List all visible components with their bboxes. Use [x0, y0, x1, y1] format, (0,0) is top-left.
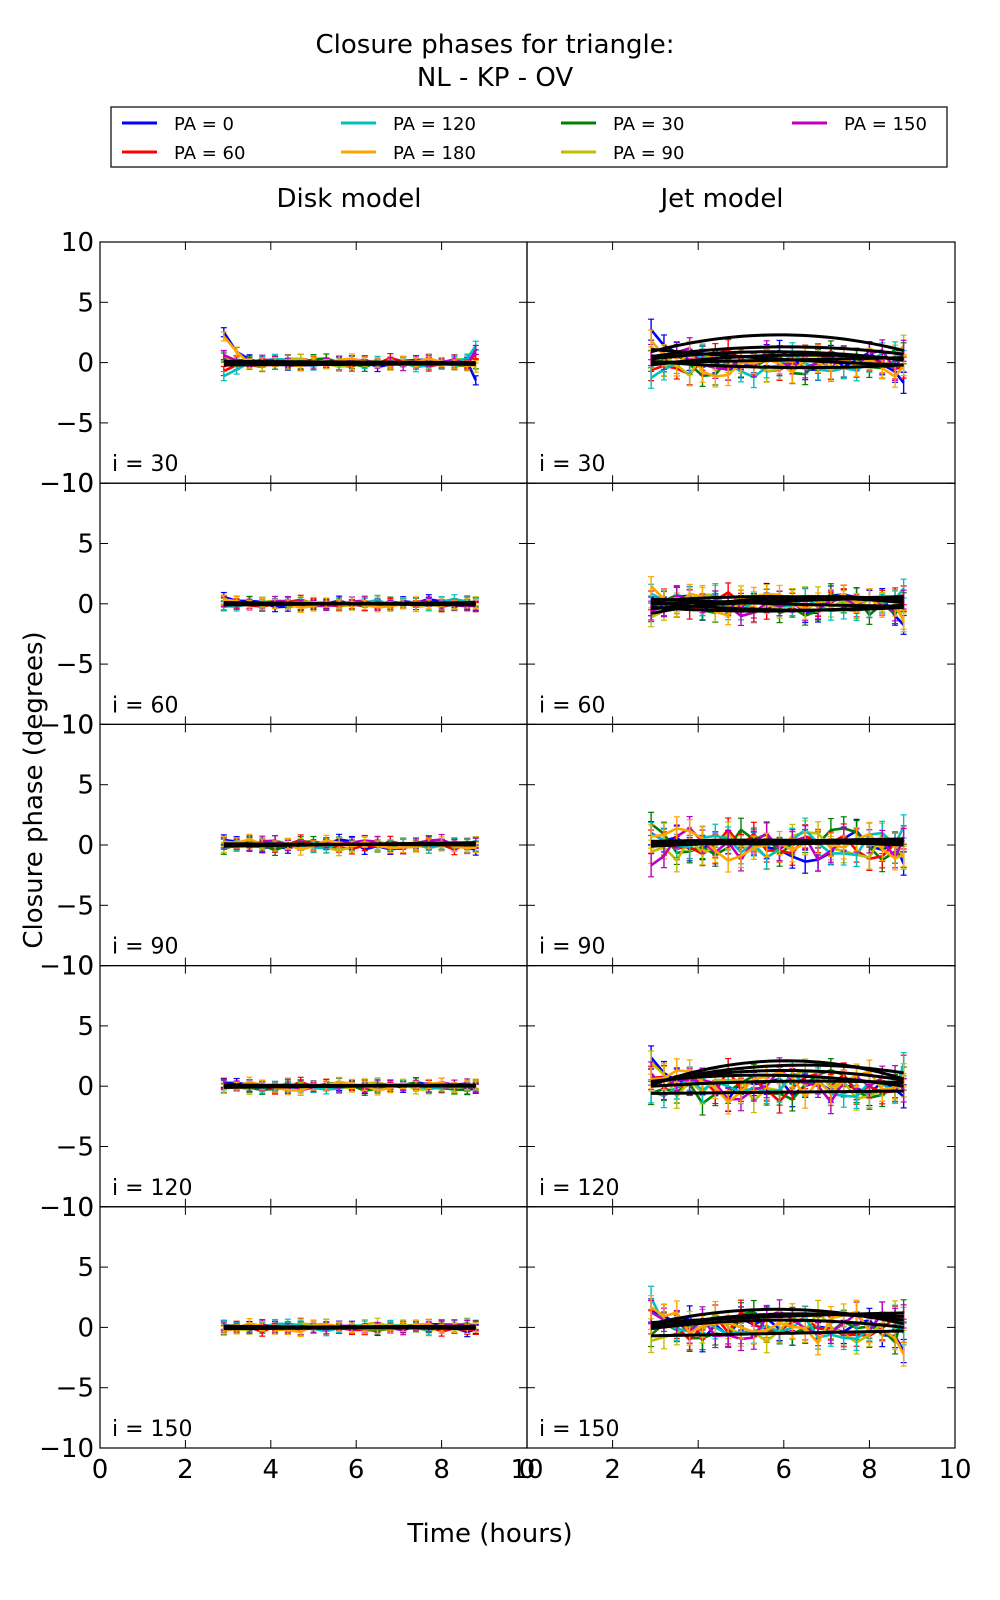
- x-tick-label: 2: [177, 1455, 194, 1485]
- legend-label: PA = 60: [174, 143, 245, 164]
- inclination-label: i = 120: [539, 1176, 620, 1201]
- model-fit-curve: [650, 333, 904, 354]
- legend: PA = 0 PA = 60 PA = 120 PA = 180 PA = 30 PA =…: [110, 106, 948, 168]
- y-tick-label: 5: [77, 530, 94, 560]
- x-tick-label: 10: [938, 1455, 971, 1485]
- panel-grid: −10 −5 0 5 10 i = 30 i = 30 −10 −5 0 5 10 i = 60 i = …: [39, 228, 971, 1485]
- column-title-disk: Disk model: [276, 184, 421, 214]
- y-tick-label: 0: [77, 349, 94, 379]
- inclination-label: i = 150: [112, 1417, 193, 1442]
- y-tick-label: 10: [61, 952, 94, 982]
- panel-jet-2: i = 60: [526, 482, 956, 726]
- y-tick-label: 5: [77, 288, 94, 318]
- model-fit-curve: [651, 356, 904, 365]
- y-tick-label: 10: [61, 1193, 94, 1223]
- model-fit-curve: [223, 1325, 476, 1331]
- panel-disk-3: −10 −5 0 5 10 i = 90: [39, 710, 528, 982]
- inclination-label: i = 60: [539, 693, 606, 718]
- inclination-label: i = 30: [539, 452, 606, 477]
- y-tick-label: −10: [39, 1193, 94, 1223]
- panel-jet-4: i = 120: [526, 964, 956, 1208]
- x-tick-label: 10: [510, 1455, 543, 1485]
- inclination-label: i = 150: [539, 1417, 620, 1442]
- legend-frame: [110, 106, 948, 168]
- y-tick-label: 5: [77, 1012, 94, 1042]
- model-fit-curve: [651, 595, 904, 605]
- panel-disk-4: −10 −5 0 5 10 i = 120: [39, 952, 528, 1223]
- model-fit-curve: [223, 841, 476, 848]
- x-tick-label: 2: [604, 1455, 621, 1485]
- panel-disk-2: −10 −5 0 5 10 i = 60: [39, 469, 528, 740]
- inclination-label: i = 90: [539, 935, 606, 960]
- figure-title: Closure phases for triangle:: [316, 30, 675, 60]
- y-tick-label: −5: [56, 1133, 94, 1163]
- y-tick-label: 0: [77, 1072, 94, 1102]
- model-fit-curve: [651, 597, 904, 608]
- inclination-label: i = 90: [112, 935, 179, 960]
- y-axis-label: Closure phase (degrees): [19, 631, 49, 948]
- model-fit-curve: [650, 1312, 904, 1329]
- y-tick-label: 5: [77, 771, 94, 801]
- legend-items: PA = 0 PA = 60 PA = 120 PA = 180 PA = 30 PA =…: [122, 114, 927, 164]
- model-fit-curve: [651, 603, 904, 613]
- x-tick-label: 6: [348, 1455, 365, 1485]
- y-tick-label: −5: [56, 1374, 94, 1404]
- x-tick-label: 6: [776, 1455, 793, 1485]
- y-tick-label: 10: [61, 469, 94, 499]
- x-tick-label: 8: [433, 1455, 450, 1485]
- legend-label: PA = 150: [844, 114, 927, 135]
- y-tick-label: −10: [39, 1434, 94, 1464]
- y-tick-label: 0: [77, 1313, 94, 1343]
- panel-jet-5: 0 2 4 6 8 10 i = 150: [519, 1206, 972, 1485]
- panel-jet-3: i = 90: [526, 723, 956, 967]
- y-tick-label: 10: [61, 710, 94, 740]
- y-tick-label: −10: [39, 710, 94, 740]
- x-tick-label: 4: [263, 1455, 280, 1485]
- panel-disk-1: −10 −5 0 5 10 i = 30: [39, 228, 528, 499]
- model-fit-curve: [223, 361, 476, 366]
- y-tick-label: −10: [39, 469, 94, 499]
- y-tick-label: 5: [77, 1253, 94, 1283]
- y-tick-label: 0: [77, 590, 94, 620]
- figure-subtitle: NL - KP - OV: [417, 63, 573, 93]
- model-fit-curve: [651, 1329, 904, 1338]
- x-axis-label: Time (hours): [406, 1519, 572, 1549]
- series-line: [650, 339, 905, 379]
- y-tick-label: 10: [61, 228, 94, 258]
- model-fit-curve: [651, 1079, 904, 1088]
- inclination-label: i = 60: [112, 693, 179, 718]
- x-tick-label: 0: [92, 1455, 109, 1485]
- model-fit-curve: [651, 595, 904, 606]
- model-fit-curve: [650, 1059, 905, 1087]
- legend-label: PA = 90: [613, 143, 684, 164]
- inclination-label: i = 30: [112, 452, 179, 477]
- legend-label: PA = 0: [174, 114, 234, 135]
- model-fit-curve: [651, 359, 904, 370]
- column-title-jet: Jet model: [658, 184, 783, 214]
- model-fit-curve: [651, 841, 904, 848]
- inclination-label: i = 120: [112, 1176, 193, 1201]
- y-tick-label: 0: [77, 831, 94, 861]
- model-fit-curve: [223, 1083, 476, 1089]
- model-fit-curve: [651, 1089, 904, 1095]
- legend-label: PA = 120: [393, 114, 476, 135]
- y-tick-label: −10: [39, 952, 94, 982]
- x-tick-label: 8: [861, 1455, 878, 1485]
- legend-label: PA = 30: [613, 114, 684, 135]
- x-tick-label: 4: [690, 1455, 707, 1485]
- legend-label: PA = 180: [393, 143, 476, 164]
- model-fit-curve: [650, 1318, 904, 1331]
- y-tick-label: −5: [56, 891, 94, 921]
- y-tick-label: −5: [56, 650, 94, 680]
- panel-jet-1: i = 30: [526, 241, 956, 484]
- x-tick-label: 0: [519, 1455, 536, 1485]
- y-tick-label: −5: [56, 409, 94, 439]
